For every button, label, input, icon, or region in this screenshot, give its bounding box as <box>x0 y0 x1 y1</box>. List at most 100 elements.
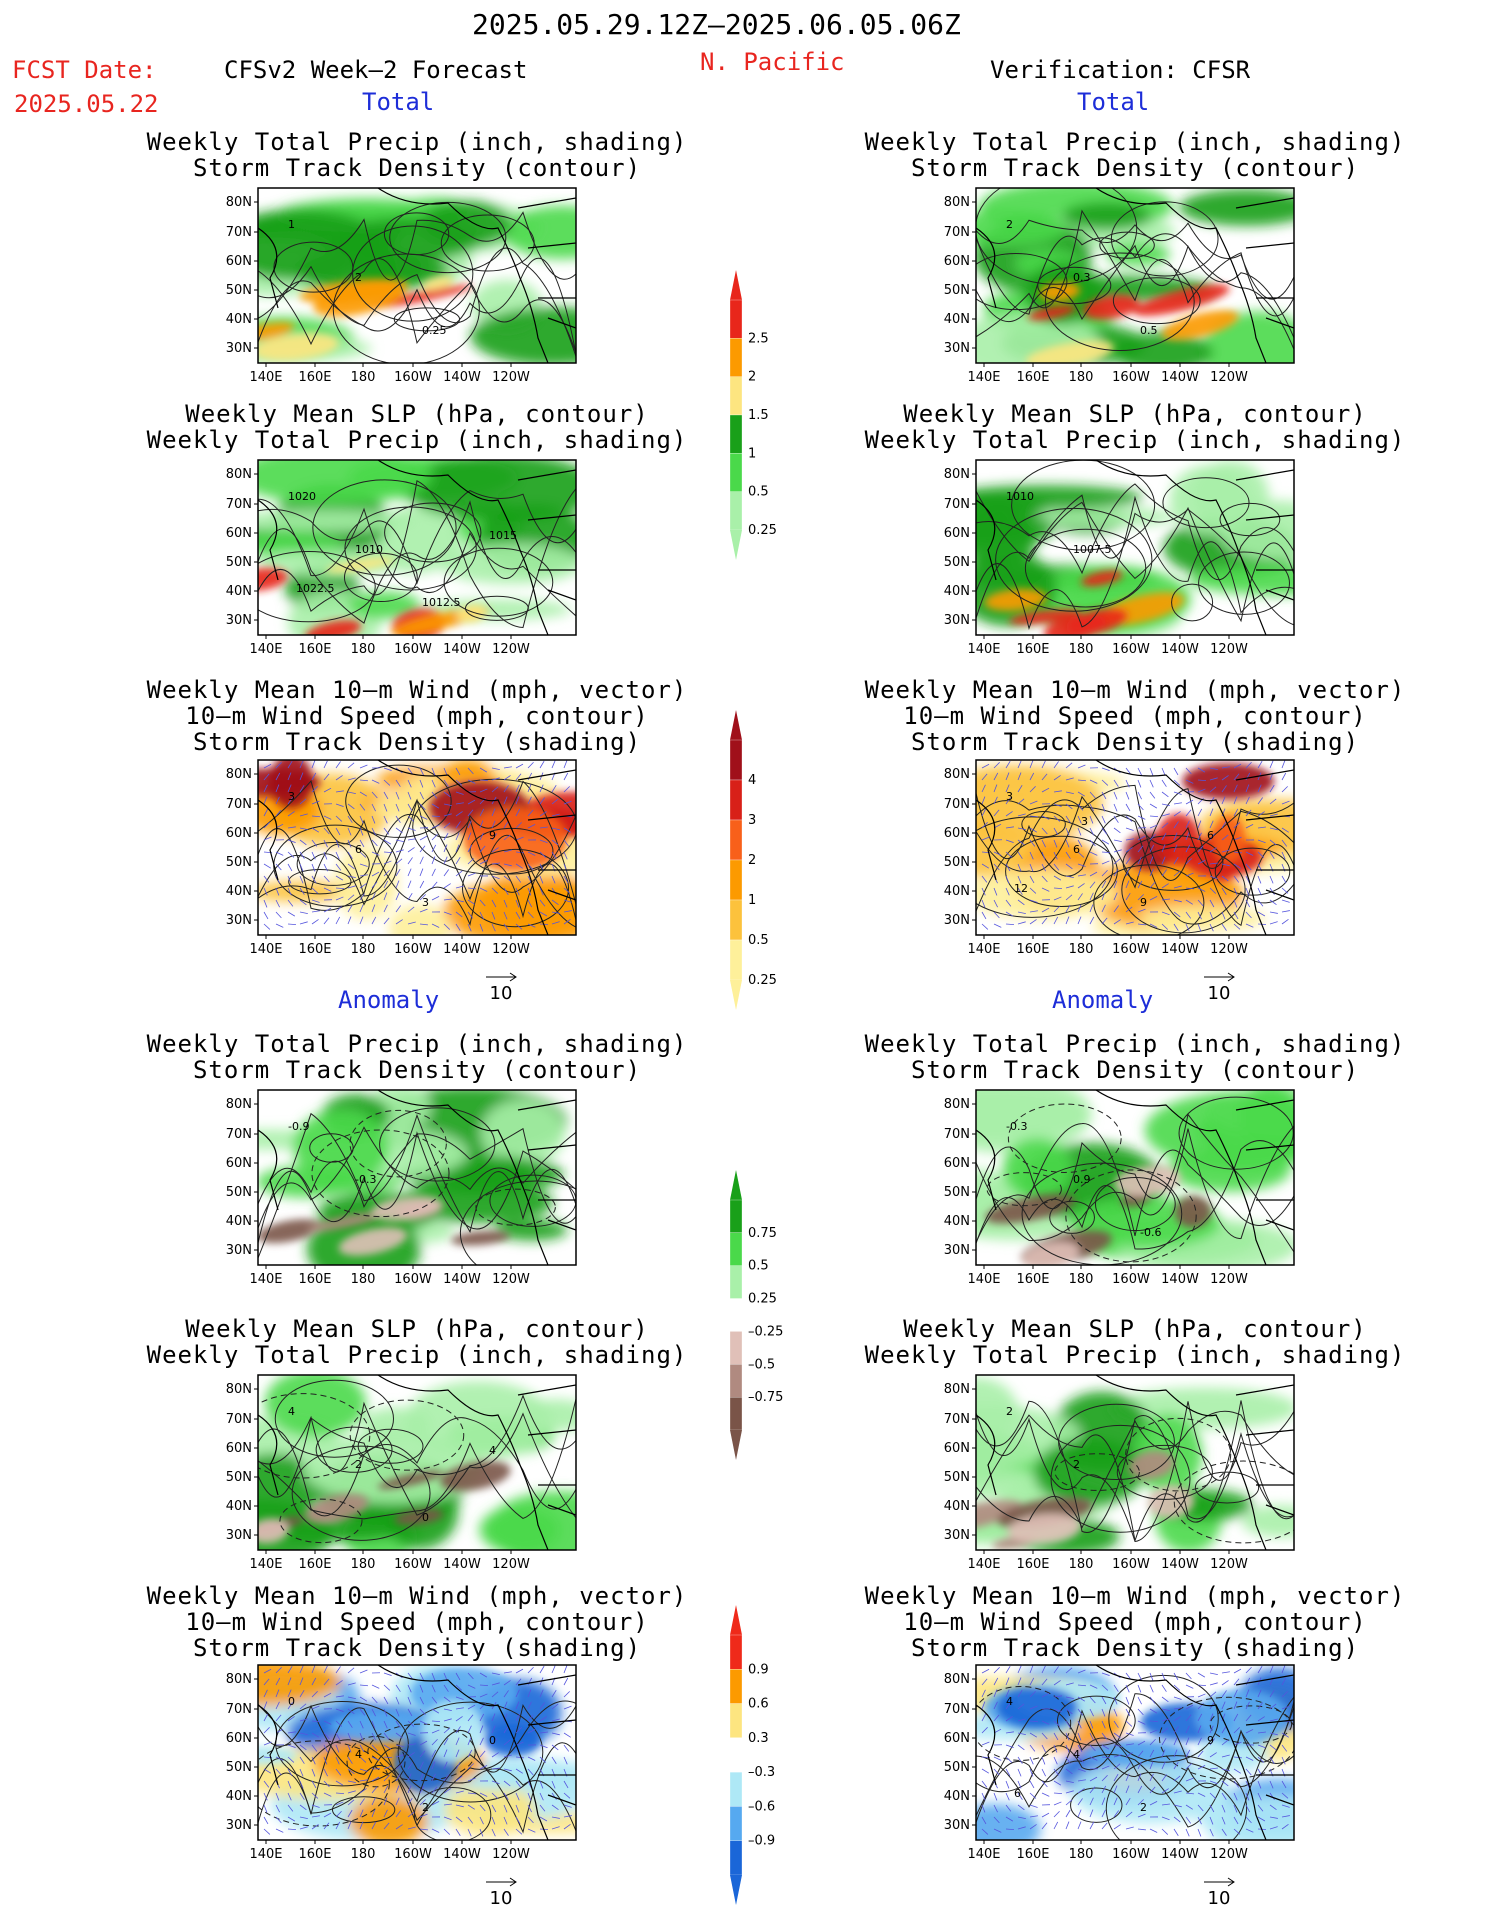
fcst-panel-title-t3-1: 10–m Wind Speed (mph, contour) <box>185 702 649 730</box>
fcst-panel-title-a1-0: Weekly Total Precip (inch, shading) <box>146 1030 688 1058</box>
lat-tick-label: 40N <box>944 312 970 327</box>
contour-label: 6 <box>1207 829 1214 842</box>
lon-tick-label: 160W <box>394 1272 432 1287</box>
lon-tick-label: 140E <box>249 370 282 385</box>
lon-tick-label: 160W <box>394 370 432 385</box>
map-panel-fcst-t2: 1020 1010 1012.5 1015 1022.5 80N 70N 60N 50N 40N 3… <box>226 459 577 657</box>
contour-label: 1020 <box>288 490 316 503</box>
lat-tick-label: 80N <box>226 1097 252 1112</box>
colorbar-label: 1 <box>748 446 756 461</box>
lat-tick-label: 30N <box>226 1818 252 1833</box>
lat-tick-label: 80N <box>226 767 252 782</box>
vector-reference-label: 10 <box>1208 1888 1231 1909</box>
colorbar-label: –0.9 <box>748 1834 775 1849</box>
verif-panel-title-t3-0: Weekly Mean 10–m Wind (mph, vector) <box>864 676 1406 704</box>
contour-label: 3 <box>422 896 429 909</box>
lat-tick-label: 40N <box>944 584 970 599</box>
verif-panel-title-t3-2: Storm Track Density (shading) <box>910 728 1360 756</box>
colorbar-label: –0.3 <box>748 1765 775 1780</box>
contour-label: 1010 <box>1006 490 1034 503</box>
colorbar-label: 0.25 <box>748 973 777 988</box>
contour-label: 6 <box>1073 843 1080 856</box>
contour-label: 4 <box>1006 1695 1013 1708</box>
lat-tick-label: 70N <box>226 1127 252 1142</box>
lat-tick-label: 80N <box>944 767 970 782</box>
lon-tick-label: 120W <box>1210 1557 1248 1572</box>
lat-tick-label: 60N <box>944 1441 970 1456</box>
colorbar-label: 0.6 <box>748 1697 769 1712</box>
fcst-date-label: FCST Date: <box>12 56 157 84</box>
map-panel-verif-t1: 2 0.3 0.5 80N 70N 60N 50N 40N 30N 140E 160E 180 160W… <box>944 187 1295 385</box>
map-panel-verif-a2: 2 2 80N 70N 60N 50N 40N 30N 140E 160E 180 160W 140W 1… <box>944 1374 1295 1572</box>
lat-tick-label: 80N <box>944 1097 970 1112</box>
fcst-panel-title-t1-0: Weekly Total Precip (inch, shading) <box>146 128 688 156</box>
fcst-panel-title-t2-1: Weekly Total Precip (inch, shading) <box>146 426 688 454</box>
lat-tick-label: 60N <box>944 1731 970 1746</box>
lon-tick-label: 140E <box>967 942 1000 957</box>
forecast-title: CFSv2 Week–2 Forecast <box>224 56 528 84</box>
lon-tick-label: 160E <box>298 1847 331 1862</box>
contour-label: 0.5 <box>1140 324 1158 337</box>
verif-panel-title-a3-0: Weekly Mean 10–m Wind (mph, vector) <box>864 1582 1406 1610</box>
map-panel-verif-a1: -0.3 0.9 -0.6 80N 70N 60N 50N 40N 30N 140E 160E 180… <box>944 1089 1295 1287</box>
lat-tick-label: 60N <box>226 1731 252 1746</box>
lat-tick-label: 70N <box>226 1702 252 1717</box>
map-panel-fcst-a1: -0.9 -0.3 80N 70N 60N 50N 40N 30N 140E 160E 180 160… <box>226 1089 577 1287</box>
lon-tick-label: 120W <box>1210 942 1248 957</box>
contour-label: -0.6 <box>1140 1226 1161 1239</box>
fcst-panel-title-a2-1: Weekly Total Precip (inch, shading) <box>146 1341 688 1369</box>
contour-label: 12 <box>1014 882 1028 895</box>
lat-tick-label: 70N <box>944 1412 970 1427</box>
contour-label: 1 <box>288 218 295 231</box>
lat-tick-label: 50N <box>226 555 252 570</box>
contour-label: 2 <box>355 271 362 284</box>
lon-tick-label: 160W <box>1112 370 1150 385</box>
contour-label: 2 <box>1073 1458 1080 1471</box>
lon-tick-label: 160E <box>298 370 331 385</box>
lon-tick-label: 160W <box>1112 1847 1150 1862</box>
lon-tick-label: 140W <box>1161 370 1199 385</box>
fcst-date-value: 2025.05.22 <box>14 90 159 118</box>
lon-tick-label: 180 <box>1069 942 1094 957</box>
lat-tick-label: 50N <box>944 1760 970 1775</box>
lat-tick-label: 30N <box>226 613 252 628</box>
colorbar-label: 1.5 <box>748 408 769 423</box>
lon-tick-label: 160W <box>394 1557 432 1572</box>
lat-tick-label: 30N <box>944 1818 970 1833</box>
lon-tick-label: 140W <box>443 1557 481 1572</box>
verif-panel-title-t2-0: Weekly Mean SLP (hPa, contour) <box>903 400 1367 428</box>
colorbar-label: 0.5 <box>748 485 769 500</box>
verification-title: Verification: CFSR <box>990 56 1251 84</box>
lon-tick-label: 160W <box>1112 642 1150 657</box>
lat-tick-label: 50N <box>226 1470 252 1485</box>
lat-tick-label: 50N <box>226 855 252 870</box>
colorbar-label: –0.75 <box>748 1390 783 1405</box>
contour-label: 2 <box>422 1801 429 1814</box>
contour-label: 2 <box>355 1458 362 1471</box>
fcst-panel-title-a3-0: Weekly Mean 10–m Wind (mph, vector) <box>146 1582 688 1610</box>
lat-tick-label: 30N <box>944 1243 970 1258</box>
lat-tick-label: 60N <box>944 526 970 541</box>
lat-tick-label: 60N <box>944 1156 970 1171</box>
lat-tick-label: 50N <box>226 1760 252 1775</box>
contour-label: 4 <box>1073 1748 1080 1761</box>
lat-tick-label: 70N <box>944 225 970 240</box>
lat-tick-label: 50N <box>944 555 970 570</box>
contour-label: 0.9 <box>1073 1173 1091 1186</box>
lon-tick-label: 160W <box>394 942 432 957</box>
lat-tick-label: 70N <box>226 497 252 512</box>
contour-label: 3 <box>1081 815 1088 828</box>
lon-tick-label: 140W <box>1161 1272 1199 1287</box>
lat-tick-label: 40N <box>944 1214 970 1229</box>
lat-tick-label: 50N <box>226 283 252 298</box>
lat-tick-label: 80N <box>944 1382 970 1397</box>
lon-tick-label: 120W <box>492 1272 530 1287</box>
lat-tick-label: 60N <box>226 1156 252 1171</box>
contour-label: 6 <box>355 843 362 856</box>
section-total-right: Total <box>1077 88 1150 116</box>
lon-tick-label: 140E <box>967 1557 1000 1572</box>
lat-tick-label: 80N <box>226 195 252 210</box>
lon-tick-label: 140W <box>443 370 481 385</box>
verif-panel-title-a3-1: 10–m Wind Speed (mph, contour) <box>903 1608 1367 1636</box>
